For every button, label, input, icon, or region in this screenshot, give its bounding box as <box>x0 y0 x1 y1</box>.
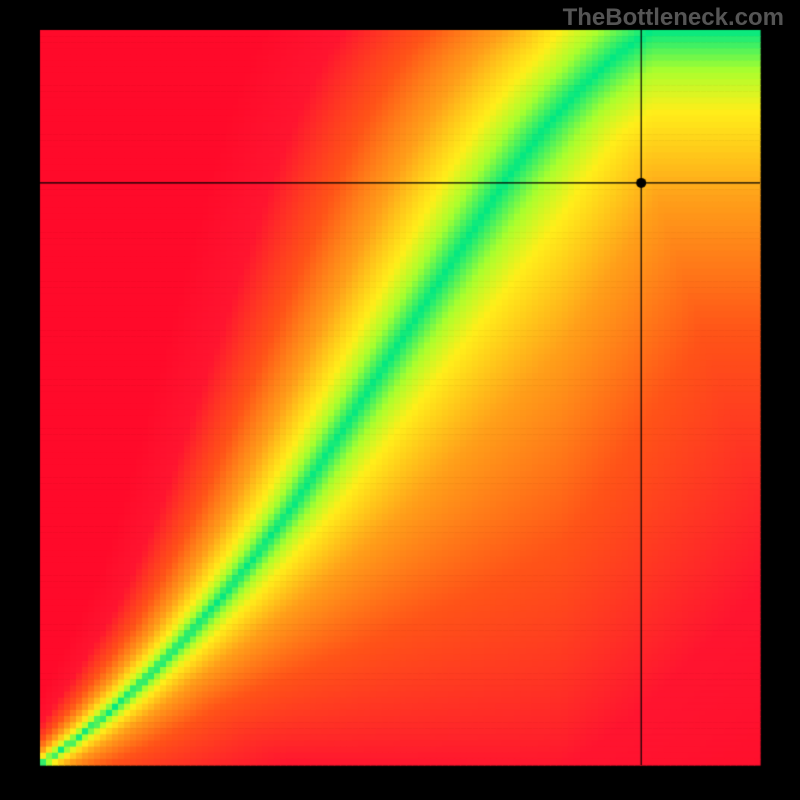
heatmap-canvas <box>0 0 800 800</box>
chart-container: TheBottleneck.com <box>0 0 800 800</box>
watermark-text: TheBottleneck.com <box>563 4 784 32</box>
